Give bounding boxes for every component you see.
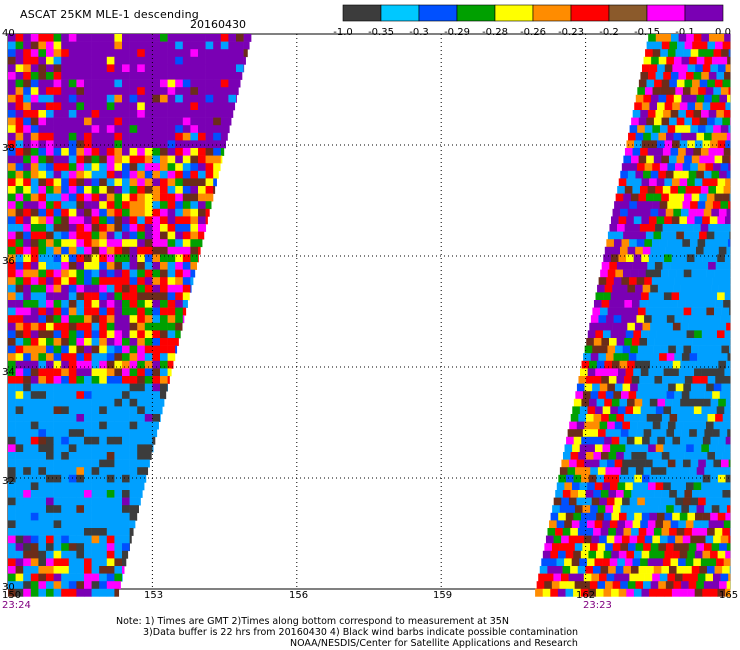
chart-title: ASCAT 25KM MLE-1 descending [20, 8, 199, 21]
pass-time-east: 23:23 [583, 600, 612, 611]
colorbar-tick-label: -0.28 [482, 27, 508, 38]
lat-label-38: 38 [2, 143, 15, 154]
colorbar-tick-label: -0.35 [368, 27, 394, 38]
colorbar-tick-label: -0.29 [444, 27, 470, 38]
colorbar-tick-label: -0.2 [599, 27, 619, 38]
lat-label-36: 36 [2, 256, 15, 267]
lat-label-30: 30 [2, 582, 15, 593]
lat-label-40: 40 [2, 28, 15, 39]
colorbar-tick-label: -1.0 [333, 27, 353, 38]
lat-label-32: 32 [2, 476, 15, 487]
lon-label-159: 159 [433, 590, 453, 601]
pass-time-west: 23:24 [2, 600, 31, 611]
colorbar: -1.0 -0.35 -0.3 -0.29 -0.28 -0.26 -0.23 -0.2 -0.… [333, 4, 731, 38]
note-line-1: Note: 1) Times are GMT 2)Times along bot… [116, 616, 509, 627]
colorbar-tick-label: -0.15 [634, 27, 660, 38]
chart-date: 20160430 [190, 18, 246, 31]
colorbar-tick-label: -0.26 [520, 27, 546, 38]
colorbar-tick-label: -0.1 [675, 27, 695, 38]
colorbar-tick-label: -0.3 [409, 27, 429, 38]
colorbar-swatch [684, 4, 724, 22]
lon-label-162: 162 [576, 590, 596, 601]
colorbar-tick-label: 0.0 [715, 27, 731, 38]
lon-label-165: 165 [719, 590, 739, 601]
note-line-2: 3)Data buffer is 22 hrs from 20160430 4)… [143, 627, 579, 638]
lon-label-156: 156 [289, 590, 309, 601]
lat-lon-grid [8, 34, 730, 589]
swath-pixels [8, 34, 731, 597]
lat-label-34: 34 [2, 367, 15, 378]
lon-label-150: 150 [2, 590, 22, 601]
note-line-3: NOAA/NESDIS/Center for Satellite Applica… [290, 638, 578, 649]
lon-label-153: 153 [144, 590, 164, 601]
colorbar-tick-label: -0.23 [558, 27, 584, 38]
